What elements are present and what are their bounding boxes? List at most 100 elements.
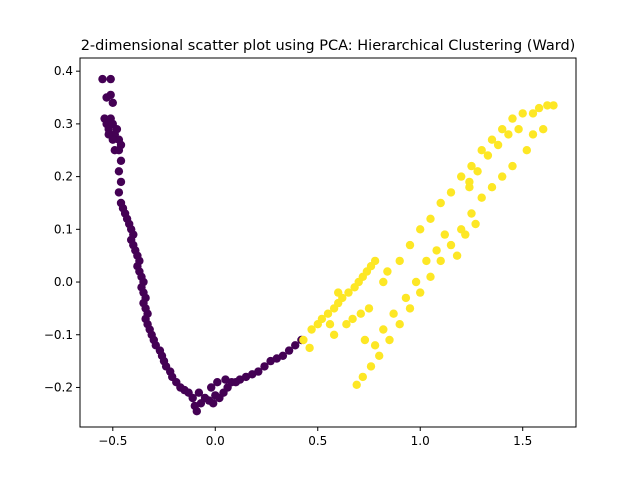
- chart-title: 2-dimensional scatter plot using PCA: Hi…: [81, 38, 576, 54]
- scatter-point: [467, 161, 476, 171]
- scatter-point: [344, 288, 353, 297]
- points-layer: [98, 74, 558, 416]
- scatter-point: [291, 341, 300, 350]
- scatter-point: [461, 230, 470, 239]
- scatter-point: [334, 288, 343, 297]
- x-tick-label: −0.5: [98, 434, 127, 448]
- scatter-point: [342, 320, 351, 329]
- scatter-point: [401, 293, 411, 303]
- scatter-point: [207, 383, 216, 392]
- scatter-point: [284, 346, 294, 355]
- scatter-point: [477, 146, 486, 155]
- y-tick-label: 0.0: [54, 275, 73, 289]
- scatter-point: [260, 362, 269, 371]
- scatter-point: [518, 109, 527, 118]
- scatter-point: [508, 161, 517, 171]
- scatter-point: [352, 380, 361, 389]
- scatter-point: [379, 277, 388, 287]
- scatter-point: [375, 351, 384, 360]
- scatter-point: [522, 146, 531, 155]
- scatter-point: [329, 330, 339, 339]
- scatter-point: [446, 240, 456, 250]
- scatter-point: [457, 172, 466, 181]
- x-tick-label: 0.0: [206, 434, 225, 448]
- scatter-point: [98, 74, 107, 84]
- scatter-point: [549, 101, 558, 110]
- scatter-point: [323, 309, 333, 318]
- scatter-point: [528, 130, 538, 139]
- axes-frame: [79, 57, 577, 428]
- scatter-point: [112, 125, 122, 134]
- scatter-point: [405, 304, 415, 313]
- scatter-point: [395, 256, 404, 266]
- scatter-point: [305, 343, 314, 353]
- scatter-point: [221, 375, 230, 384]
- scatter-point: [534, 103, 544, 113]
- scatter-point: [383, 267, 392, 276]
- scatter-point: [104, 130, 113, 139]
- scatter-point: [358, 372, 367, 382]
- x-tick-label: 1.0: [411, 434, 430, 448]
- scatter-point: [379, 325, 388, 334]
- scatter-point: [389, 309, 398, 318]
- y-tick-label: 0.2: [54, 170, 73, 184]
- scatter-point: [426, 272, 435, 281]
- y-tick-label: 0.4: [54, 64, 73, 78]
- scatter-point: [348, 314, 357, 324]
- scatter-point: [192, 407, 201, 416]
- scatter-point: [432, 246, 441, 255]
- x-tick-label: 1.5: [513, 434, 532, 448]
- scatter-point: [370, 341, 380, 350]
- scatter-point: [116, 177, 126, 187]
- scatter-point: [416, 225, 425, 234]
- scatter-point: [278, 351, 288, 360]
- scatter-point: [188, 393, 197, 403]
- scatter-point: [370, 256, 380, 266]
- scatter-point: [307, 325, 316, 334]
- scatter-point: [528, 109, 538, 118]
- scatter-point: [405, 240, 415, 250]
- scatter-point: [487, 135, 497, 144]
- scatter-point: [498, 125, 507, 134]
- scatter-point: [299, 335, 308, 345]
- scatter-point: [108, 98, 118, 108]
- y-tick-label: −0.2: [44, 380, 73, 394]
- x-tick-label: 0.5: [308, 434, 327, 448]
- y-tick-label: −0.1: [44, 328, 73, 342]
- scatter-point: [360, 335, 370, 345]
- scatter-point: [254, 367, 263, 376]
- scatter-point: [477, 193, 486, 202]
- scatter-point: [446, 188, 456, 197]
- scatter-point: [364, 304, 374, 313]
- y-tick-label: 0.1: [54, 222, 73, 236]
- scatter-point: [467, 209, 476, 218]
- scatter-point: [426, 214, 435, 223]
- scatter-point: [114, 188, 124, 197]
- scatter-point: [452, 251, 462, 260]
- scatter-point: [465, 183, 474, 192]
- scatter-point: [114, 167, 124, 176]
- scatter-point: [493, 140, 503, 150]
- y-tick-label: 0.3: [54, 117, 73, 131]
- scatter-point: [440, 230, 449, 239]
- scatter-point: [209, 399, 218, 408]
- scatter-point: [385, 335, 394, 345]
- scatter-point: [317, 314, 327, 324]
- scatter-point: [106, 90, 115, 100]
- scatter-point: [436, 256, 445, 266]
- scatter-point: [514, 125, 523, 134]
- scatter-point: [213, 378, 222, 387]
- scatter-point: [114, 146, 124, 155]
- scatter-point: [471, 219, 480, 229]
- scatter-point: [487, 183, 497, 192]
- scatter-point: [483, 151, 493, 160]
- scatter-point: [411, 277, 421, 287]
- scatter-point: [416, 288, 425, 297]
- scatter-point: [422, 256, 431, 266]
- scatter-point: [543, 101, 552, 110]
- scatter-point: [473, 167, 482, 176]
- ticks-layer: −0.5 0.0 0.5 1.0 1.5 −0.2 −0.1 0.0 0.1 0.2 0.3 0.4: [44, 64, 532, 448]
- scatter-point: [436, 198, 445, 208]
- scatter-point: [508, 114, 517, 123]
